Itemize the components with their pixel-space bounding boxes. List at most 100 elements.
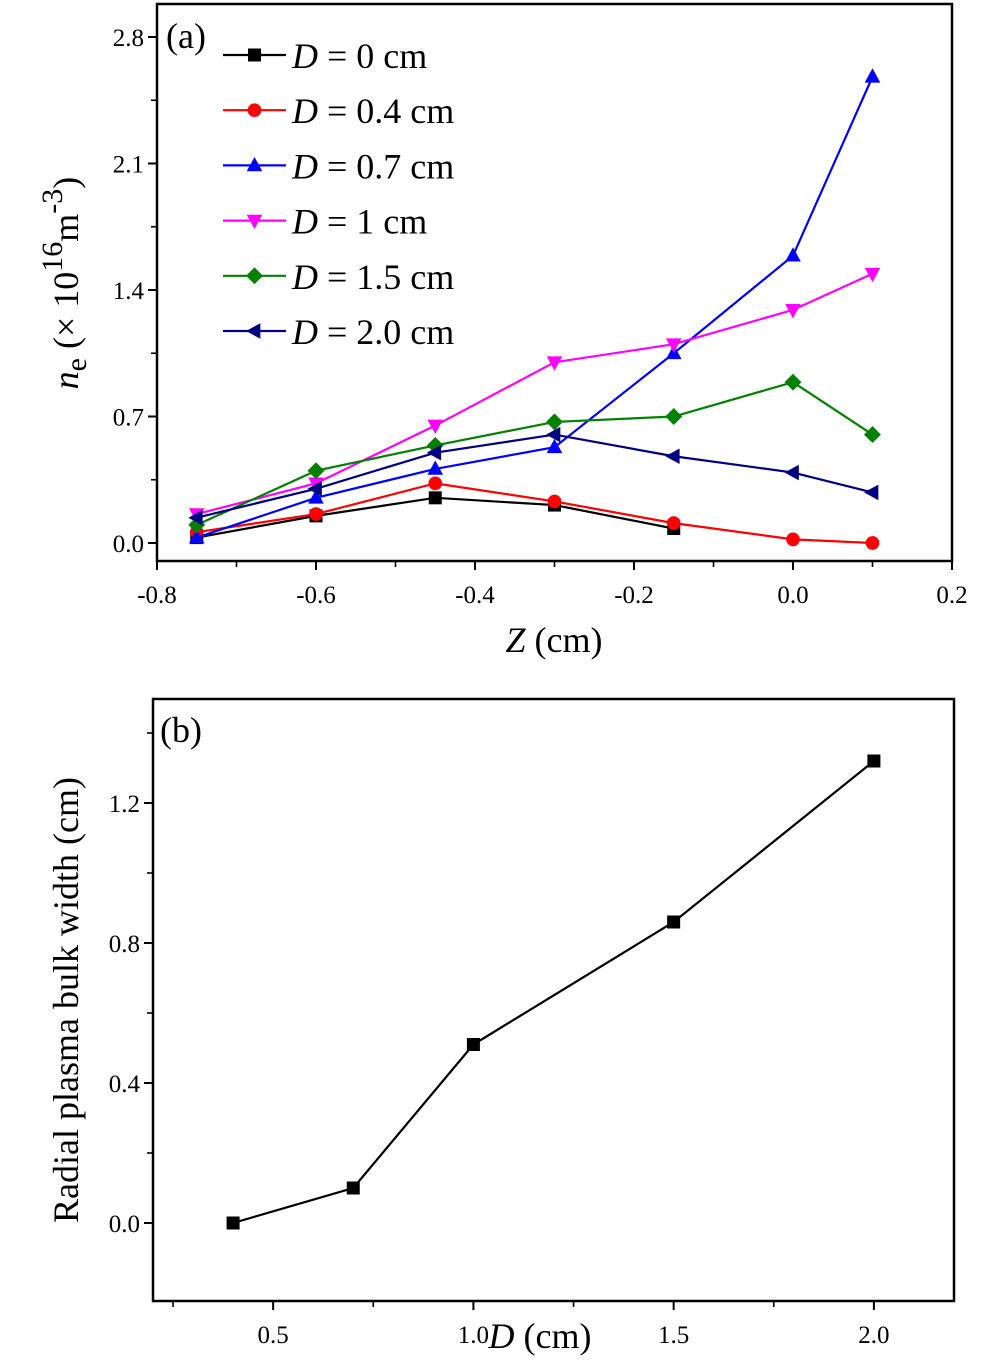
data-point [546,426,561,443]
data-point [784,464,799,481]
y-tick-label: 0.0 [109,1211,140,1238]
x-tick-label: -0.6 [296,582,336,609]
data-point [667,915,681,929]
y-tick-label: 2.8 [113,25,144,52]
data-point [188,529,205,544]
x-tick-label: -0.4 [455,582,495,609]
legend-label: D = 0 cm [291,36,427,76]
legend-label: D = 0.7 cm [291,146,454,186]
legend-marker [246,214,263,230]
data-point [867,754,881,768]
series-d-2-0-cm [188,426,879,526]
panel-a-marks [188,68,881,550]
data-point [426,444,442,461]
panel-b-y-ticks: 0.0 0.4 0.8 1.2 [109,732,153,1238]
legend-value: = 1 cm [318,202,427,242]
data-point [546,413,563,431]
series-d-0-7-cm [188,68,881,544]
panel-a: -0.8 -0.6 -0.4 -0.2 0.0 0.2 0.0 0.7 1.4 2.1 2.8 (… [36,2,968,660]
series-d-0-cm [190,491,681,545]
data-point [864,267,881,283]
x-tick-label: 0.2 [936,582,967,609]
legend-value: = 1.5 cm [318,257,454,297]
data-point [226,1216,240,1230]
series-line [196,433,873,519]
legend-label: D = 0.4 cm [291,91,454,131]
legend-item: D = 0.7 cm [223,146,454,186]
y-axis-unit-exponent: -3 [36,189,69,214]
data-point [547,494,562,509]
data-point [307,480,322,497]
data-point [309,507,323,521]
legend-label: D = 1.5 cm [291,257,454,297]
x-axis-variable: D [488,1316,515,1356]
data-point [784,373,802,391]
legend-marker [246,156,263,172]
x-axis-variable: Z [506,620,527,660]
x-tick-label: -0.2 [614,582,654,609]
data-point [307,462,325,480]
panel-a-x-axis-title: Z (cm) [506,620,603,660]
series-d-1-cm [188,267,881,523]
legend-marker [248,48,261,62]
y-axis-variable: n [46,371,86,389]
series-d-1-5-cm [188,373,881,534]
panel-a-y-ticks: 0.0 0.7 1.4 2.1 2.8 [113,25,157,558]
legend-item: D = 1 cm [223,202,427,242]
series-radial-plasma-bulk-width [226,754,881,1230]
x-tick-label: 0.0 [777,582,808,609]
x-tick-label: 2.0 [858,1322,889,1349]
data-point [666,516,681,530]
data-point [864,484,879,501]
legend-value: = 0.7 cm [318,146,454,186]
data-point [188,509,203,526]
panel-a-label: (a) [166,16,206,56]
panel-b-x-ticks: 0.5 1.0 1.5 2.0 [172,1301,890,1349]
legend-item: D = 0 cm [223,36,427,76]
x-tick-label: -0.8 [137,582,177,609]
panel-a-y-axis-title: ne (× 1016m-3) [36,177,93,390]
data-point [864,68,881,83]
legend-item: D = 1.5 cm [223,257,454,297]
legend-marker [246,267,263,285]
y-axis-subscript: e [60,358,93,371]
panel-b: 0.5 1.0 1.5 2.0 0.0 0.4 0.8 1.2 (b) D (cm) Rad… [46,697,956,1356]
legend-variable: D [291,36,318,76]
legend-variable: D [291,312,318,352]
x-axis-unit: (cm) [526,620,603,660]
y-axis-exponent: 16 [36,242,69,272]
y-axis-suffix: ) [46,177,86,189]
panel-b-x-axis-title: D (cm) [488,1316,592,1356]
y-tick-label: 0.8 [109,931,140,958]
series-d-0-4-cm [189,476,880,550]
legend-value: = 2.0 cm [318,312,454,352]
y-tick-label: 0.7 [113,405,144,432]
data-point [427,460,444,475]
data-point [546,438,563,454]
data-point [427,419,444,434]
y-tick-label: 1.2 [109,791,140,818]
panel-a-frame [155,2,954,563]
y-tick-label: 0.4 [109,1071,141,1098]
panel-b-marks [226,754,881,1230]
legend-label: D = 2.0 cm [291,312,454,352]
data-point [665,408,683,425]
y-tick-label: 0.0 [113,531,144,558]
x-tick-label: 1.5 [658,1322,689,1349]
panel-b-y-axis-title: Radial plasma bulk width (cm) [46,777,86,1223]
panel-a-legend: D = 0 cmD = 0.4 cmD = 0.7 cmD = 1 cmD = … [223,36,454,352]
legend-variable: D [291,91,318,131]
panel-b-frame [151,697,956,1303]
y-axis-prefix: (× 10 [46,272,86,358]
x-axis-unit: (cm) [515,1316,592,1356]
series-line [232,760,875,1225]
legend-label: D = 1 cm [291,202,427,242]
data-point [785,247,801,262]
legend-item: D = 2.0 cm [223,312,454,352]
legend-variable: D [291,202,318,242]
legend-item: D = 0.4 cm [223,91,454,131]
y-axis-unit: m [46,214,86,242]
panel-a-x-ticks: -0.8 -0.6 -0.4 -0.2 0.0 0.2 [137,561,968,609]
y-tick-label: 1.4 [113,278,145,305]
